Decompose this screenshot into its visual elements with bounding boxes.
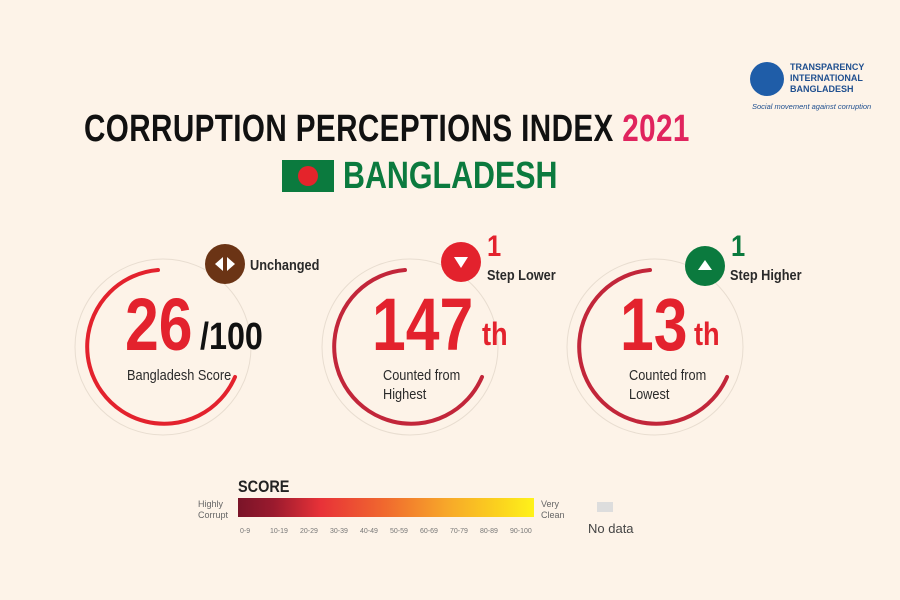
page-title: CORRUPTION PERCEPTIONS INDEX 2021	[84, 108, 690, 151]
left-right-arrows-icon	[205, 244, 245, 284]
change-number: 1	[731, 230, 746, 263]
legend-tick: 20-29	[300, 528, 318, 535]
legend-right-label: Very Clean	[541, 499, 565, 521]
logo-line3: BANGLADESH	[790, 84, 854, 94]
title-text: CORRUPTION PERCEPTIONS INDEX	[84, 108, 614, 150]
legend-tick: 30-39	[330, 528, 348, 535]
score-label: Bangladesh Score	[127, 367, 232, 384]
no-data-swatch	[597, 502, 613, 512]
title-year: 2021	[622, 108, 690, 150]
change-text: Step Lower	[487, 267, 556, 284]
legend-left-label: Highly Corrupt	[198, 499, 228, 521]
score-value: 26	[125, 283, 193, 366]
right-line1: Very	[541, 499, 560, 509]
label-line1: Counted from	[629, 367, 707, 384]
change-text: Step Higher	[730, 267, 802, 284]
score-max: /100	[200, 316, 263, 358]
globe-icon	[750, 62, 784, 96]
rank-suffix: th	[694, 316, 720, 352]
rank-label: Counted from Highest	[383, 366, 460, 404]
rank-value: 13	[620, 283, 688, 366]
left-line2: Corrupt	[198, 510, 229, 520]
legend-tick: 0-9	[240, 528, 251, 535]
label-line2: Highest	[383, 386, 427, 403]
label-line2: Lowest	[629, 386, 670, 403]
country-name: BANGLADESH	[343, 155, 558, 197]
legend-tick: 90-100	[510, 528, 532, 535]
legend-tick: 60-69	[420, 528, 438, 535]
ti-bangladesh-logo: TRANSPARENCY INTERNATIONAL BANGLADESH Soci…	[750, 60, 880, 120]
legend-title: SCORE	[238, 477, 290, 496]
no-data-label: No data	[588, 521, 634, 536]
legend-tick: 40-49	[360, 528, 378, 535]
logo-tagline: Social movement against corruption	[752, 102, 872, 111]
label-line1: Counted from	[383, 367, 461, 384]
score-gradient-bar	[238, 498, 534, 517]
rank-label: Counted from Lowest	[629, 366, 706, 404]
rank-high-ring	[321, 258, 499, 436]
rank-low-ring	[566, 258, 744, 436]
rank-suffix: th	[482, 316, 508, 352]
left-line1: Highly	[198, 499, 224, 509]
change-number: 1	[487, 230, 502, 263]
down-triangle-icon	[441, 242, 481, 282]
bangladesh-flag-icon	[282, 160, 334, 192]
logo-line1: TRANSPARENCY	[790, 62, 865, 72]
right-line2: Clean	[541, 510, 565, 520]
legend-tick: 70-79	[450, 528, 468, 535]
rank-value: 147	[372, 283, 474, 366]
logo-line2: INTERNATIONAL	[790, 73, 863, 83]
legend-tick: 10-19	[270, 528, 288, 535]
legend-tick: 50-59	[390, 528, 408, 535]
legend-tick: 80-89	[480, 528, 498, 535]
up-triangle-icon	[685, 246, 725, 286]
change-text: Unchanged	[250, 257, 320, 274]
score-ring	[74, 258, 252, 436]
